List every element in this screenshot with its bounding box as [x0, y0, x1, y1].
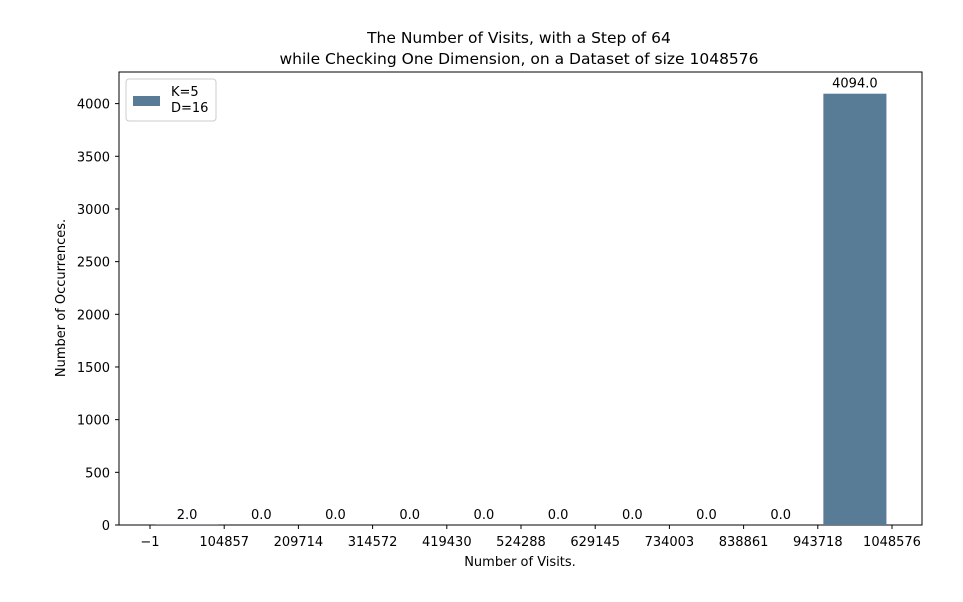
x-axis-ticks: −1 104857 209714 314572 419430 524288 629145 73…: [140, 525, 921, 550]
y-tick-label: 1500: [77, 361, 110, 376]
y-tick-label: 0: [102, 519, 110, 534]
x-tick-label: 104857: [199, 535, 249, 550]
y-tick-label: 2500: [77, 256, 110, 271]
y-axis-ticks: 0 500 1000 1500 2000 2500 3000 3500 4000: [77, 98, 119, 534]
bar-labels-group: 2.0 0.0 0.0 0.0 0.0 0.0 0.0 0.0 0.0 4094.0: [177, 77, 878, 523]
chart-title: The Number of Visits, with a Step of 64: [366, 29, 671, 47]
bar-value-label: 0.0: [696, 508, 717, 523]
x-tick-label: 838861: [719, 535, 769, 550]
bar-value-label: 2.0: [177, 508, 198, 523]
x-tick-label: 524288: [496, 535, 546, 550]
bar-value-label: 0.0: [474, 508, 495, 523]
y-tick-label: 500: [85, 466, 110, 481]
x-tick-label: 629145: [570, 535, 620, 550]
y-tick-label: 1000: [77, 414, 110, 429]
legend-label-line-1: K=5: [171, 85, 199, 100]
x-tick-label: 419430: [422, 535, 472, 550]
bars-group: [156, 94, 887, 525]
legend: K=5 D=16: [126, 79, 216, 121]
y-tick-label: 4000: [77, 98, 110, 113]
legend-label-line-2: D=16: [171, 101, 208, 116]
x-tick-label: 209714: [274, 535, 324, 550]
x-tick-label: 1048576: [863, 535, 921, 550]
x-tick-label: 314572: [348, 535, 398, 550]
x-tick-label: 734003: [645, 535, 695, 550]
y-tick-label: 2000: [77, 308, 110, 323]
bar-value-label: 0.0: [251, 508, 272, 523]
x-tick-label: −1: [140, 535, 159, 550]
bar: [823, 94, 886, 525]
bar-value-label: 0.0: [325, 508, 346, 523]
y-tick-label: 3000: [77, 203, 110, 218]
bar-value-label: 0.0: [548, 508, 569, 523]
bar-value-label: 0.0: [770, 508, 791, 523]
bar-value-label: 4094.0: [832, 77, 878, 92]
bar-value-label: 0.0: [622, 508, 643, 523]
x-axis-label: Number of Visits.: [464, 555, 576, 570]
x-tick-label: 943718: [793, 535, 843, 550]
bar-value-label: 0.0: [399, 508, 420, 523]
plot-frame: [119, 72, 922, 525]
chart-subtitle: while Checking One Dimension, on a Datas…: [279, 50, 758, 68]
legend-swatch: [133, 96, 160, 106]
y-tick-label: 3500: [77, 150, 110, 165]
y-axis-label: Number of Occurrences.: [54, 219, 69, 377]
